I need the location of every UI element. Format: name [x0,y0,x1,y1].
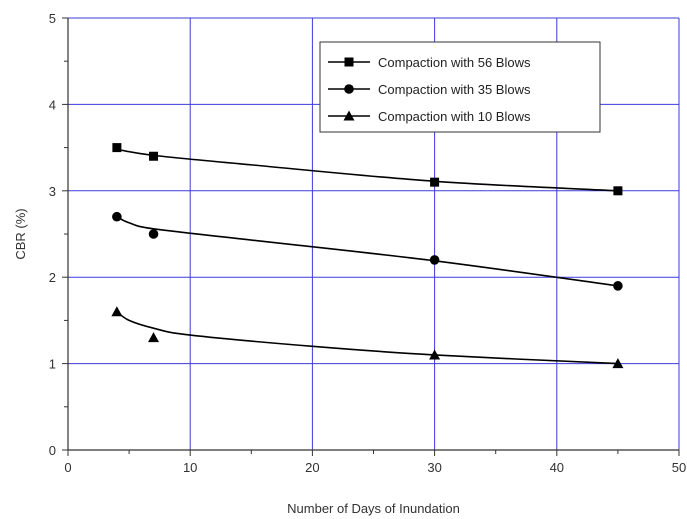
x-tick-label: 0 [64,460,71,475]
y-tick-label: 3 [49,184,56,199]
series-1 [112,143,623,196]
legend-label: Compaction with 56 Blows [378,55,531,70]
x-tick-label: 20 [305,460,319,475]
trend-line [116,311,618,365]
y-tick-label: 1 [49,357,56,372]
y-tick-label: 4 [49,97,56,112]
series-2 [112,211,623,291]
legend-entry: Compaction with 56 Blows [328,55,531,70]
circle-marker [613,281,623,291]
data-series [111,143,624,369]
legend-entry: Compaction with 35 Blows [328,82,531,97]
circle-marker [112,211,122,222]
legend-label: Compaction with 35 Blows [378,82,531,97]
y-tick-label: 2 [49,270,56,285]
y-tick-label: 5 [49,11,56,26]
square-marker [149,151,159,161]
square-marker [430,177,440,187]
legend-entry: Compaction with 10 Blows [328,109,531,124]
legend: Compaction with 56 Blows Compaction with … [319,41,601,133]
x-tick-label: 30 [427,460,441,475]
triangle-marker [612,358,624,369]
x-axis-label: Number of Days of Inundation [287,501,460,516]
circle-marker [148,229,159,239]
y-axis-label: CBR (%) [13,208,28,259]
square-marker [112,143,122,153]
x-tick-label: 50 [672,460,686,475]
tick-labels: 0 10 20 30 40 50 0 1 2 3 4 5 [49,11,686,475]
series-3 [111,306,624,369]
tick-marks [62,17,680,456]
square-marker [613,186,623,196]
y-tick-label: 0 [49,443,56,458]
triangle-marker [429,349,441,360]
legend-label: Compaction with 10 Blows [378,109,531,124]
triangle-marker [148,332,160,343]
circle-marker [429,255,440,265]
trend-line [116,216,619,287]
triangle-marker [111,306,123,317]
x-tick-label: 40 [550,460,564,475]
legend-circle-marker [344,84,354,94]
x-tick-label: 10 [183,460,197,475]
legend-box [319,41,601,133]
legend-triangle-marker [343,110,355,121]
legend-square-marker [344,57,354,67]
